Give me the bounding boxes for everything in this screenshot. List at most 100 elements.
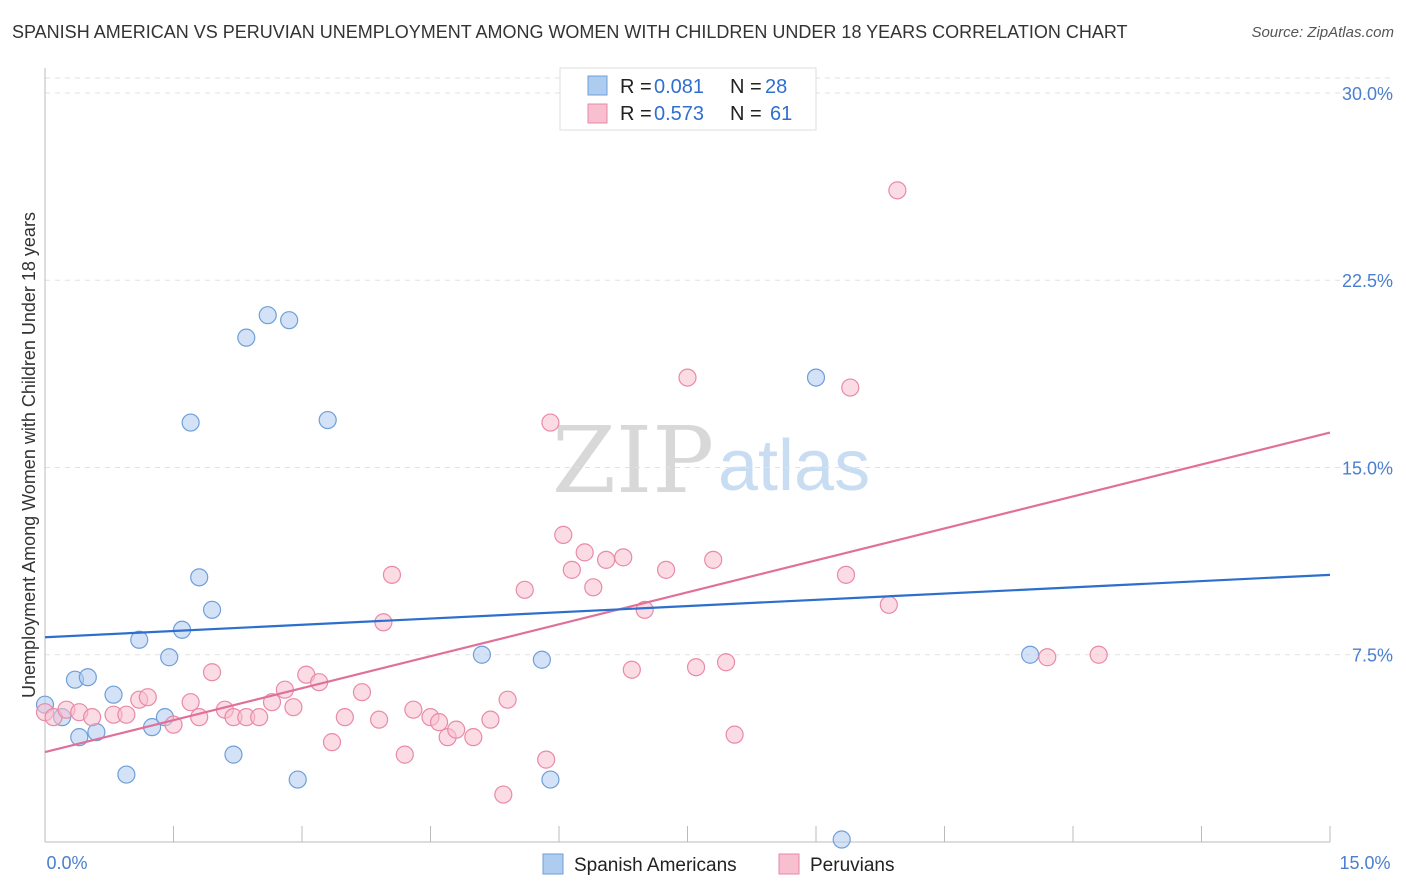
legend-swatch-spanish-americans	[587, 75, 608, 96]
data-point	[725, 725, 744, 744]
data-point	[879, 595, 898, 614]
data-point	[447, 720, 466, 739]
legend-n-value-1: 28	[765, 76, 787, 98]
data-point	[481, 710, 500, 729]
data-point	[250, 708, 269, 727]
data-point	[1089, 645, 1108, 664]
bottom-legend-swatch-peruvians	[778, 853, 800, 875]
data-point	[622, 660, 641, 679]
data-point	[562, 560, 581, 579]
data-point	[70, 728, 89, 747]
series-legend: Spanish Americans Peruvians	[542, 853, 895, 876]
data-point	[117, 765, 136, 784]
data-point	[575, 543, 594, 562]
data-point	[1021, 645, 1040, 664]
data-point	[130, 630, 149, 649]
data-point	[429, 713, 449, 732]
data-point	[635, 600, 654, 619]
data-point	[224, 745, 243, 764]
data-point	[190, 568, 209, 587]
data-point	[597, 550, 616, 569]
x-tick-label-min: 0.0%	[46, 853, 87, 873]
data-point	[258, 306, 277, 325]
data-point	[532, 650, 551, 669]
data-point	[541, 770, 560, 789]
data-point	[395, 745, 414, 764]
bottom-legend-swatch-spanish-americans	[542, 853, 564, 875]
data-point	[374, 613, 393, 632]
data-point	[806, 368, 826, 387]
data-point	[515, 580, 534, 599]
chart-title: SPANISH AMERICAN VS PERUVIAN UNEMPLOYMEN…	[12, 22, 1128, 42]
series-spanish-americans	[35, 306, 1040, 849]
data-point	[656, 560, 676, 579]
data-point	[335, 708, 354, 727]
data-point	[686, 658, 706, 677]
x-ticks	[44, 826, 1331, 842]
data-point	[181, 413, 200, 432]
data-point	[284, 698, 303, 717]
legend-r-label-2: R =	[620, 103, 652, 125]
data-point	[537, 750, 556, 769]
data-point	[83, 708, 102, 727]
correlation-legend: R = 0.081 N = 28 R = 0.573 N = 61	[559, 67, 817, 131]
data-point	[836, 565, 856, 584]
data-point	[1038, 648, 1057, 667]
y-tick-label: 30.0%	[1342, 84, 1393, 104]
data-point	[352, 683, 372, 702]
data-point	[716, 653, 736, 672]
series-peruvians	[35, 181, 1108, 804]
legend-n-label-2: N =	[730, 103, 762, 125]
data-point	[678, 368, 697, 387]
watermark-zip: ZIP	[552, 407, 714, 514]
data-point	[202, 663, 222, 682]
y-tick-label: 7.5%	[1352, 646, 1393, 666]
data-point	[554, 525, 573, 544]
data-point	[78, 668, 97, 687]
data-point	[318, 410, 337, 430]
gridlines	[45, 77, 1392, 656]
legend-n-value-2: 61	[770, 103, 792, 125]
y-tick-label: 15.0%	[1342, 458, 1393, 478]
data-point	[614, 548, 633, 567]
data-point	[498, 690, 517, 709]
bottom-legend-label-peruvians: Peruvians	[810, 855, 895, 876]
data-point	[472, 645, 491, 664]
data-point	[322, 733, 342, 752]
data-point	[841, 378, 860, 397]
data-point	[404, 700, 423, 719]
legend-swatch-peruvians	[587, 103, 608, 124]
data-point	[382, 565, 402, 584]
data-point	[280, 311, 299, 330]
legend-r-value-2: 0.573	[654, 103, 704, 125]
y-tick-labels: 7.5% 15.0% 22.5% 30.0%	[1342, 84, 1393, 666]
data-point	[494, 785, 513, 804]
x-tick-label-max: 15.0%	[1339, 853, 1390, 873]
legend-r-label-1: R =	[620, 76, 652, 98]
legend-r-value-1: 0.081	[654, 76, 704, 98]
data-point	[104, 685, 123, 704]
watermark-atlas: atlas	[718, 426, 870, 506]
data-point	[262, 693, 282, 712]
bottom-legend-label-spanish-americans: Spanish Americans	[574, 855, 737, 876]
chart-source: Source: ZipAtlas.com	[1251, 24, 1394, 41]
data-point	[704, 550, 723, 569]
trendline-peruvians	[44, 431, 1331, 754]
data-point	[138, 688, 157, 707]
data-point	[117, 705, 136, 724]
data-point	[464, 728, 483, 747]
y-tick-label: 22.5%	[1342, 271, 1393, 291]
data-point	[181, 693, 200, 712]
data-point	[202, 600, 222, 619]
legend-n-label-1: N =	[730, 76, 762, 98]
data-point	[370, 710, 389, 729]
trendline-spanish-americans	[44, 573, 1331, 639]
y-axis-label: Unemployment Among Women with Children U…	[19, 212, 39, 698]
data-point	[541, 413, 560, 432]
watermark: ZIP atlas	[552, 407, 870, 514]
data-point	[237, 328, 256, 347]
data-point	[888, 181, 907, 200]
trendlines	[44, 431, 1331, 754]
data-point	[275, 680, 294, 699]
